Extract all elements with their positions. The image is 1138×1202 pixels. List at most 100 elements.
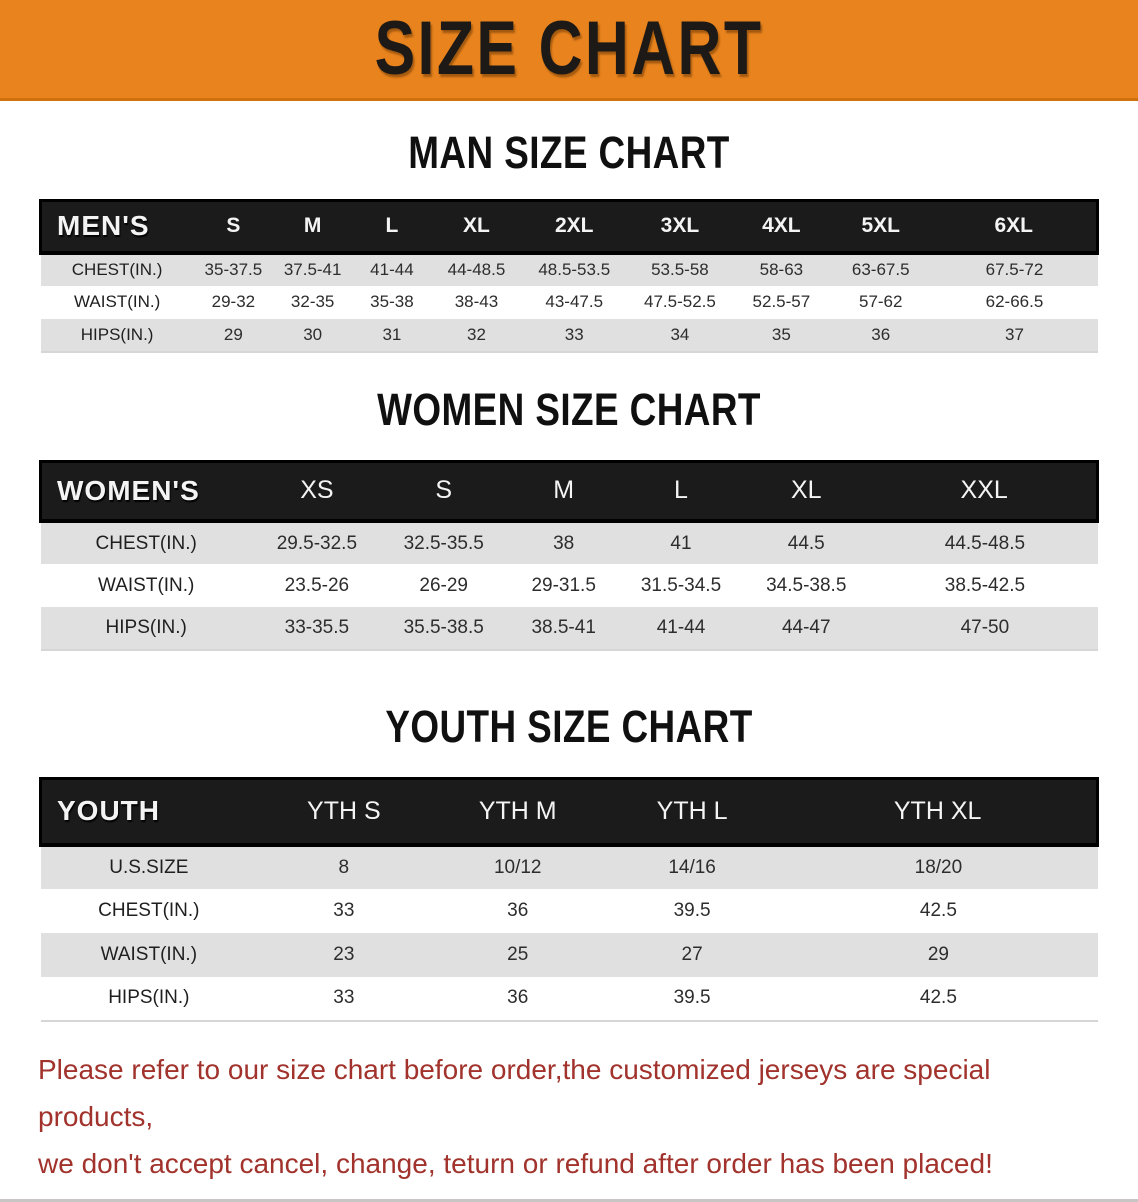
table-cell: 62-66.5 bbox=[985, 292, 1044, 311]
banner: SIZE CHART bbox=[0, 0, 1138, 101]
size-column-header: YTH S bbox=[257, 777, 431, 847]
table-cell: 41-44 bbox=[352, 251, 432, 286]
table-cell: 29 bbox=[193, 318, 274, 353]
men-section-heading-text: MAN SIZE CHART bbox=[408, 127, 730, 178]
table-cell: 36 bbox=[830, 318, 932, 353]
table-cell: 26-29 bbox=[419, 574, 469, 596]
table-cell: 63-67.5 bbox=[830, 251, 932, 286]
table-row: HIPS(IN.) 33-35.5 35.5-38.5 38.5-41 41-44 44-… bbox=[40, 607, 1098, 651]
row-label: WAIST(IN.) bbox=[100, 943, 198, 965]
order-notice-line-1: Please refer to our size chart before or… bbox=[38, 1053, 991, 1132]
table-cell: 43-47.5 bbox=[545, 292, 604, 311]
table-title-cell: WOMEN'S bbox=[38, 459, 252, 523]
table-row: HIPS(IN.) 29 30 31 32 33 34 35 36 37 bbox=[40, 318, 1098, 353]
table-cell: 29 bbox=[927, 943, 949, 965]
size-column-header: 6XL bbox=[931, 199, 1100, 255]
table-cell: 53.5-58 bbox=[627, 251, 733, 286]
row-label: HIPS(IN.) bbox=[40, 976, 258, 1022]
size-column-header: XS bbox=[251, 459, 382, 523]
youth-section-heading-text: YOUTH SIZE CHART bbox=[385, 701, 753, 752]
table-cell: 48.5-53.5 bbox=[521, 251, 628, 286]
table-cell: 42.5 bbox=[919, 899, 957, 921]
table-cell: 58-63 bbox=[732, 251, 830, 286]
table-cell: 27 bbox=[681, 943, 703, 965]
table-cell: 47.5-52.5 bbox=[644, 292, 716, 311]
table-cell: 36 bbox=[507, 899, 529, 921]
table-cell: 33 bbox=[257, 976, 431, 1022]
size-column-header: XXL bbox=[872, 459, 1100, 523]
table-cell: 41 bbox=[621, 519, 741, 564]
table-title-cell: MEN'S bbox=[38, 199, 194, 255]
youth-size-section: YOUTH SIZE CHART YOUTH YTH S YTH M YTH L YTH… bbox=[0, 651, 1138, 1022]
table-cell: 35-38 bbox=[370, 292, 414, 311]
youth-section-heading: YOUTH SIZE CHART bbox=[0, 651, 1138, 777]
table-cell: 38.5-41 bbox=[505, 607, 622, 651]
table-cell: 44.5-48.5 bbox=[872, 519, 1098, 564]
men-table-header-row: MEN'S S M L XL 2XL 3XL 4XL 5XL 6XL bbox=[38, 199, 1100, 255]
order-notice: Please refer to our size chart before or… bbox=[38, 1046, 1100, 1187]
men-section-heading: MAN SIZE CHART bbox=[0, 101, 1138, 199]
table-row: WAIST(IN.) 23.5-26 26-29 29-31.5 31.5-34.5 34… bbox=[41, 564, 1098, 607]
banner-title: SIZE CHART bbox=[374, 6, 764, 91]
size-column-header: YTH XL bbox=[779, 777, 1100, 847]
table-cell: 33 bbox=[521, 318, 628, 353]
row-label: U.S.SIZE bbox=[40, 843, 258, 889]
women-table-header-row: WOMEN'S XS S M L XL XXL bbox=[38, 459, 1100, 523]
row-label: WAIST(IN.) bbox=[74, 292, 161, 311]
women-size-table: WOMEN'S XS S M L XL XXL CHEST(IN.) 29.5-32.5 32.… bbox=[38, 459, 1100, 651]
table-cell: 18/20 bbox=[779, 843, 1098, 889]
table-cell: 35 bbox=[732, 318, 830, 353]
table-cell: 39.5 bbox=[673, 899, 711, 921]
row-label: HIPS(IN.) bbox=[40, 318, 194, 353]
row-label: CHEST(IN.) bbox=[40, 251, 194, 286]
men-size-table: MEN'S S M L XL 2XL 3XL 4XL 5XL 6XL CHEST(IN.) 35-3… bbox=[38, 199, 1100, 353]
table-row: WAIST(IN.) 23 25 27 29 bbox=[40, 932, 1098, 977]
table-row: CHEST(IN.) 29.5-32.5 32.5-35.5 38 41 44.5 44.5… bbox=[40, 519, 1098, 564]
women-section-heading: WOMEN SIZE CHART bbox=[0, 353, 1138, 460]
size-column-header: YTH L bbox=[604, 777, 780, 847]
table-row: U.S.SIZE 8 10/12 14/16 18/20 bbox=[40, 843, 1098, 889]
table-cell: 44.5 bbox=[740, 519, 873, 564]
table-cell: 34 bbox=[627, 318, 733, 353]
row-label: HIPS(IN.) bbox=[40, 607, 252, 651]
row-label: CHEST(IN.) bbox=[40, 519, 252, 564]
table-row: WAIST(IN.) 29-32 32-35 35-38 38-43 43-47.5 47.… bbox=[41, 286, 1098, 319]
size-column-header: 3XL bbox=[627, 199, 733, 255]
table-cell: 29.5-32.5 bbox=[251, 519, 382, 564]
youth-size-table: YOUTH YTH S YTH M YTH L YTH XL U.S.SIZE 8 10/1… bbox=[39, 777, 1100, 1022]
size-column-header: S bbox=[193, 199, 274, 255]
table-row: CHEST(IN.) 35-37.5 37.5-41 41-44 44-48.5 48.5… bbox=[40, 251, 1098, 286]
table-cell: 34.5-38.5 bbox=[766, 574, 847, 596]
table-cell: 38 bbox=[505, 519, 622, 564]
table-cell: 38-43 bbox=[454, 292, 499, 311]
table-cell: 39.5 bbox=[604, 976, 780, 1022]
table-row: HIPS(IN.) 33 36 39.5 42.5 bbox=[40, 976, 1098, 1022]
size-column-header: S bbox=[381, 459, 506, 523]
table-cell: 37 bbox=[931, 318, 1098, 353]
table-cell: 14/16 bbox=[604, 843, 780, 889]
row-label: WAIST(IN.) bbox=[97, 574, 195, 596]
size-column-header: M bbox=[505, 459, 622, 523]
table-cell: 44-47 bbox=[740, 607, 873, 651]
size-column-header: YTH M bbox=[430, 777, 605, 847]
table-cell: 57-62 bbox=[858, 292, 903, 311]
table-cell: 33-35.5 bbox=[251, 607, 382, 651]
table-cell: 32-35 bbox=[290, 292, 335, 311]
table-cell: 67.5-72 bbox=[931, 251, 1098, 286]
table-cell: 32 bbox=[431, 318, 522, 353]
women-section-heading-text: WOMEN SIZE CHART bbox=[377, 383, 761, 435]
size-column-header: L bbox=[621, 459, 741, 523]
table-cell: 44-48.5 bbox=[431, 251, 522, 286]
youth-table-header-row: YOUTH YTH S YTH M YTH L YTH XL bbox=[39, 777, 1100, 847]
table-cell: 8 bbox=[257, 843, 431, 889]
size-column-header: 4XL bbox=[732, 199, 830, 255]
women-size-section: WOMEN SIZE CHART WOMEN'S XS S M L XL XXL CHEST… bbox=[0, 353, 1138, 651]
table-row: CHEST(IN.) 33 36 39.5 42.5 bbox=[41, 889, 1098, 933]
table-cell: 35-37.5 bbox=[193, 251, 274, 286]
row-label: CHEST(IN.) bbox=[98, 899, 200, 921]
size-column-header: 2XL bbox=[521, 199, 628, 255]
size-column-header: M bbox=[273, 199, 353, 255]
men-size-section: MAN SIZE CHART MEN'S S M L XL 2XL 3XL 4XL 5XL 6XL… bbox=[0, 101, 1138, 353]
table-cell: 23 bbox=[333, 943, 355, 965]
